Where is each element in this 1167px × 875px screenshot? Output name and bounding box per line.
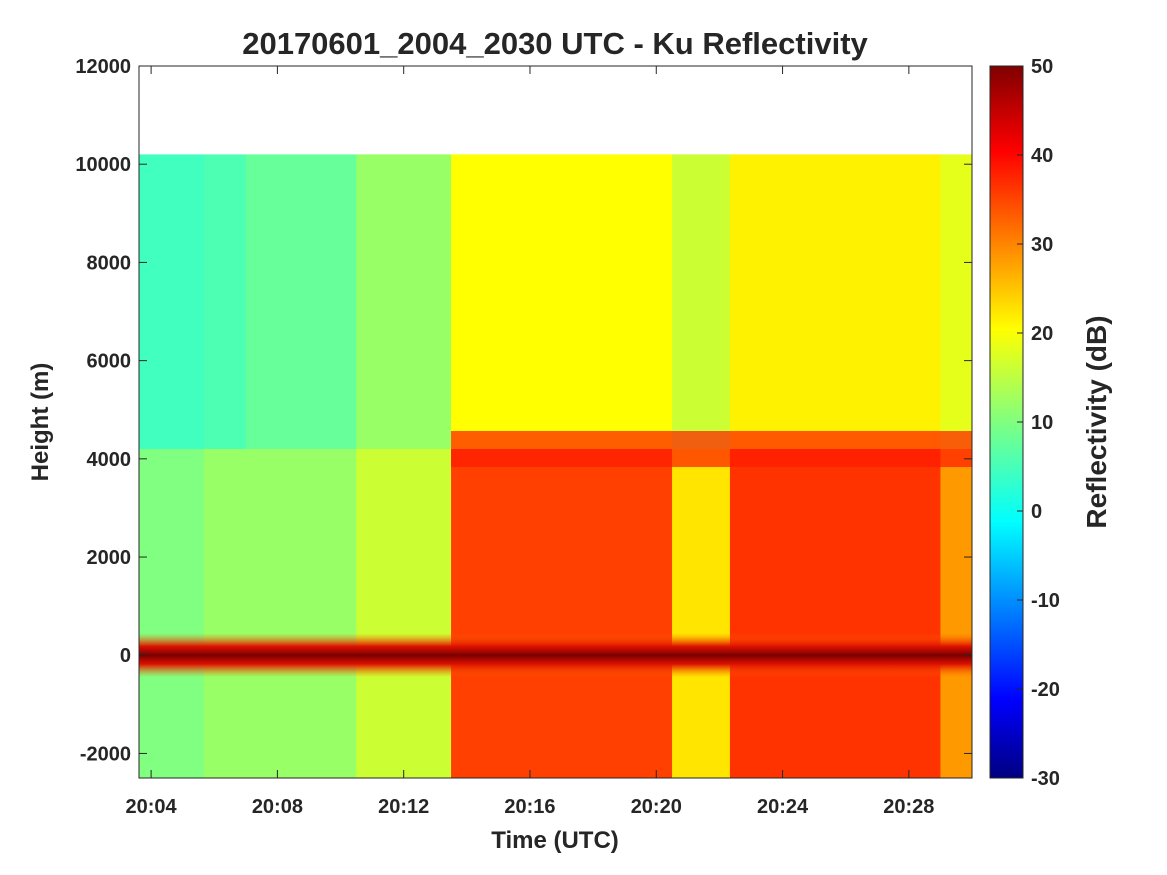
y-tick-label-1: 0 [120,645,131,667]
echo-lower-region-6 [729,449,941,778]
echo-lower-region-1 [203,449,247,778]
echo-upper-region-1 [203,154,247,450]
echo-upper-region-6 [729,154,941,450]
x-tick-label-1: 20:08 [252,796,303,818]
x-axis: 20:04 20:08 20:12 20:16 20:20 20:24 20:28 [126,66,934,818]
echo-lower-region-7 [940,449,972,778]
y-tick-label-2: 2000 [87,547,132,569]
y-axis: -2000 0 2000 4000 6000 8000 10000 12000 [75,56,972,765]
colorbar-tick-label-8: 50 [1031,56,1053,78]
chart-title: 20170601_2004_2030 UTC - Ku Reflectivity [242,26,868,61]
colorbar-tick-label-6: 30 [1031,234,1053,256]
echo-lower-region-5 [672,449,731,778]
colorbar-tick-label-5: 20 [1031,323,1053,345]
colorbar-label: Reflectivity (dB) [1081,315,1112,528]
echo-lower-region-3 [356,449,452,778]
y-tick-label-4: 6000 [87,351,132,373]
echo-upper-region-5 [672,154,731,450]
y-tick-label-0: -2000 [80,743,131,765]
echo-lower-region-4 [451,449,673,778]
bright-band-layer [451,431,972,468]
y-tick-label-3: 4000 [87,449,132,471]
x-tick-label-2: 20:12 [378,796,429,818]
colorbar-tick-label-4: 10 [1031,412,1053,434]
colorbar-tick-label-3: 0 [1031,501,1042,523]
echo-upper-region-4 [451,154,673,450]
echo-lower-region-2 [245,449,357,778]
colorbar-tick-label-1: -20 [1031,679,1060,701]
echo-upper-region-2 [245,154,357,450]
echo-upper-region-7 [940,154,972,450]
x-tick-label-0: 20:04 [126,796,178,818]
y-axis-label: Height (m) [27,363,54,482]
plot-area [138,65,973,779]
plot-frame [138,65,973,779]
echo-upper-region-3 [356,154,452,450]
colorbar-tick-label-0: -30 [1031,768,1060,790]
echo-lower-region-0 [139,449,205,778]
colorbar: -30 -20 -10 0 10 20 30 40 50 Reflectivity (dB) [989,56,1112,790]
x-tick-label-3: 20:16 [504,796,555,818]
x-tick-label-6: 20:28 [883,796,934,818]
colorbar-tick-label-2: -10 [1031,590,1060,612]
x-tick-label-4: 20:20 [631,796,682,818]
y-tick-label-7: 12000 [75,56,131,78]
y-tick-label-5: 8000 [87,252,132,274]
colorbar-tick-label-7: 40 [1031,145,1053,167]
y-tick-label-6: 10000 [75,154,131,176]
echo-upper-region-0 [139,154,205,450]
x-axis-label: Time (UTC) [491,827,619,854]
echo-regions [139,154,972,778]
surface-echo-band [139,633,972,678]
x-tick-label-5: 20:24 [757,796,809,818]
colorbar-ticks: -30 -20 -10 0 10 20 30 40 50 [1017,56,1060,790]
